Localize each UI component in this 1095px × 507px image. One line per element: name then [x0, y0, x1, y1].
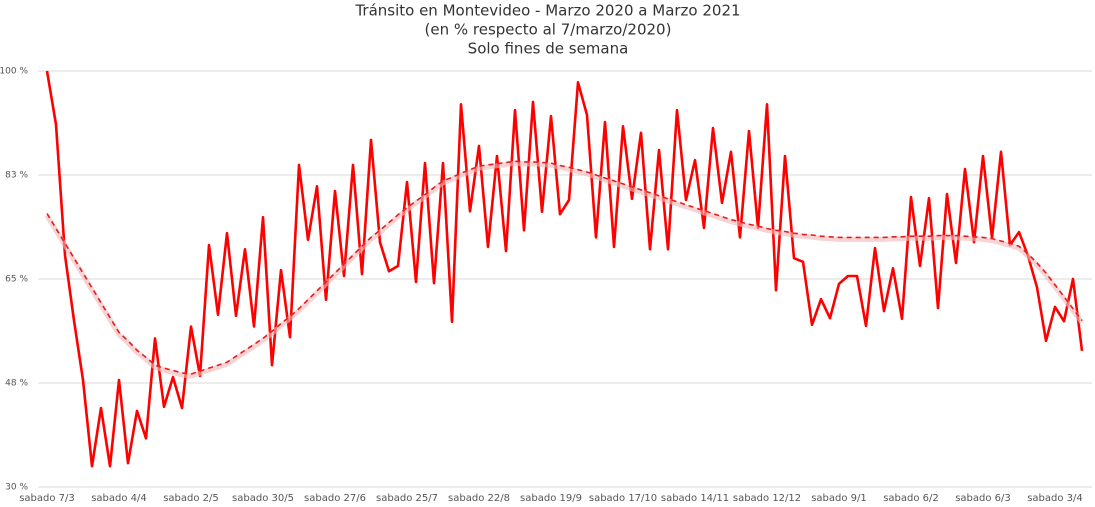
trend-shadow — [44, 160, 1084, 379]
x-tick-label: sabado 6/3 — [955, 493, 1011, 504]
x-tick-label: sabado 25/7 — [376, 493, 438, 504]
x-tick-label: sabado 9/1 — [811, 493, 867, 504]
x-tick-label: sabado 14/11 — [661, 493, 729, 504]
x-tick-label: sabado 27/6 — [304, 493, 366, 504]
chart-subtitle: Solo fines de semana — [468, 40, 629, 58]
x-tick-label: sabado 4/4 — [91, 493, 147, 504]
y-tick-label: 100 % — [0, 67, 28, 77]
y-tick-label: 30 % — [5, 483, 28, 493]
x-tick-label: sabado 7/3 — [19, 493, 75, 504]
x-tick-label: sabado 3/4 — [1027, 493, 1083, 504]
x-tick-label: sabado 2/5 — [163, 493, 219, 504]
y-tick-label: 65 % — [5, 275, 28, 285]
trend-line — [46, 160, 1083, 375]
x-tick-label: sabado 6/2 — [883, 493, 939, 504]
chart-title: Tránsito en Montevideo - Marzo 2020 a Ma… — [354, 2, 740, 20]
x-tick-label: sabado 17/10 — [589, 493, 657, 504]
x-tick-label: sabado 22/8 — [448, 493, 510, 504]
x-tick-label: sabado 19/9 — [520, 493, 582, 504]
y-tick-label: 83 % — [5, 171, 28, 181]
y-tick-label: 48 % — [5, 379, 28, 389]
chart-subtitle: (en % respecto al 7/marzo/2020) — [425, 21, 672, 39]
x-tick-label: sabado 12/12 — [733, 493, 801, 504]
data-line — [45, 70, 1084, 468]
x-tick-label: sabado 30/5 — [232, 493, 294, 504]
